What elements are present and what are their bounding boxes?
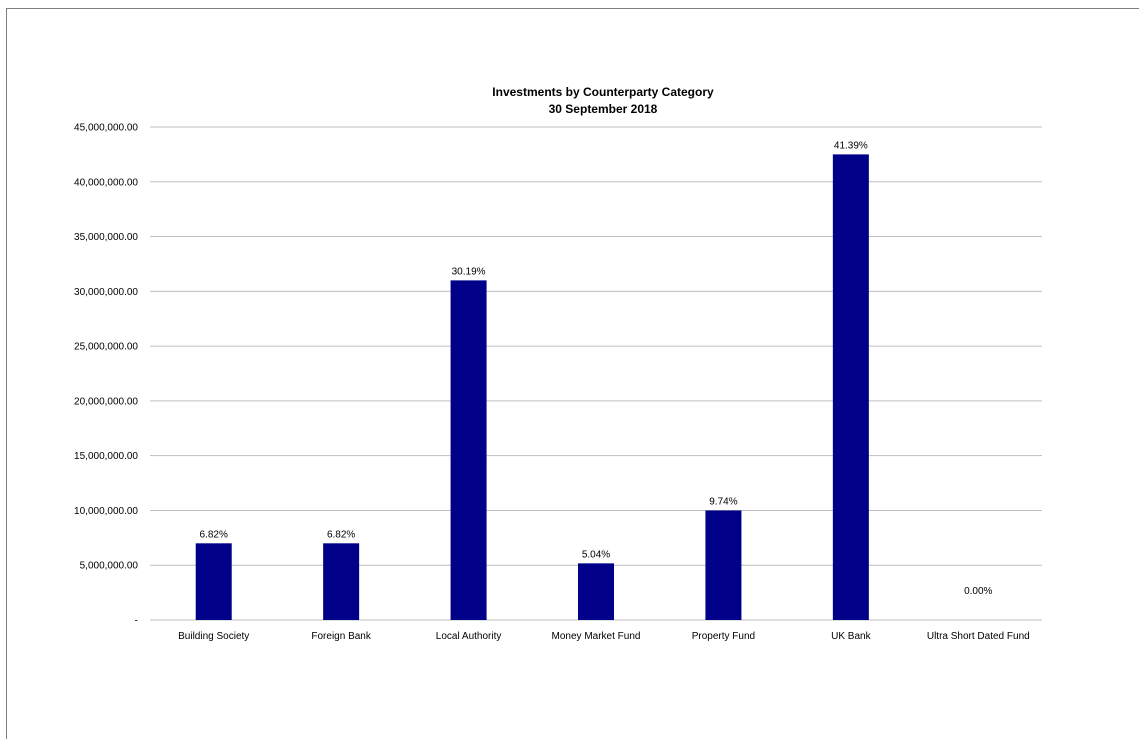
data-label: 5.04% — [582, 549, 610, 560]
y-tick-label: - — [135, 616, 138, 627]
data-label: 6.82% — [327, 529, 355, 540]
data-label: 0.00% — [964, 586, 992, 597]
y-tick-label: 45,000,000.00 — [74, 123, 138, 134]
category-label: Building Society — [178, 631, 249, 642]
bar — [323, 543, 360, 620]
category-label: Local Authority — [436, 631, 502, 642]
bar — [195, 543, 232, 620]
data-labels: 6.82% 6.82% 30.19% 5.04% 9.74% 41.39% 0.00% — [200, 140, 993, 597]
chart-subtitle: 30 September 2018 — [549, 102, 658, 116]
category-label: Ultra Short Dated Fund — [927, 631, 1030, 642]
data-label: 9.74% — [709, 496, 737, 507]
y-tick-label: 40,000,000.00 — [74, 177, 138, 188]
y-tick-label: 10,000,000.00 — [74, 506, 138, 517]
y-tick-label: 20,000,000.00 — [74, 396, 138, 407]
chart-frame — [6, 8, 1139, 739]
bar — [705, 510, 742, 620]
data-label: 6.82% — [200, 529, 228, 540]
category-label: Money Market Fund — [552, 631, 641, 642]
y-tick-label: 25,000,000.00 — [74, 342, 138, 353]
data-label: 41.39% — [834, 140, 868, 151]
bars — [195, 154, 869, 620]
data-label: 30.19% — [452, 266, 486, 277]
category-label: UK Bank — [831, 631, 871, 642]
bar — [832, 154, 869, 620]
y-tick-label: 35,000,000.00 — [74, 232, 138, 243]
bar — [450, 280, 487, 620]
x-axis-categories: Building Society Foreign Bank Local Author… — [178, 631, 1030, 642]
category-label: Foreign Bank — [311, 631, 371, 642]
y-tick-label: 5,000,000.00 — [80, 561, 139, 572]
bar — [578, 563, 614, 620]
y-tick-label: 15,000,000.00 — [74, 451, 138, 462]
chart-title: Investments by Counterparty Category — [492, 85, 714, 99]
y-axis-ticks: - 5,000,000.00 10,000,000.00 15,000,000.00 2… — [74, 123, 138, 627]
gridlines — [150, 126, 1042, 621]
category-label: Property Fund — [692, 631, 755, 642]
y-tick-label: 30,000,000.00 — [74, 287, 138, 298]
